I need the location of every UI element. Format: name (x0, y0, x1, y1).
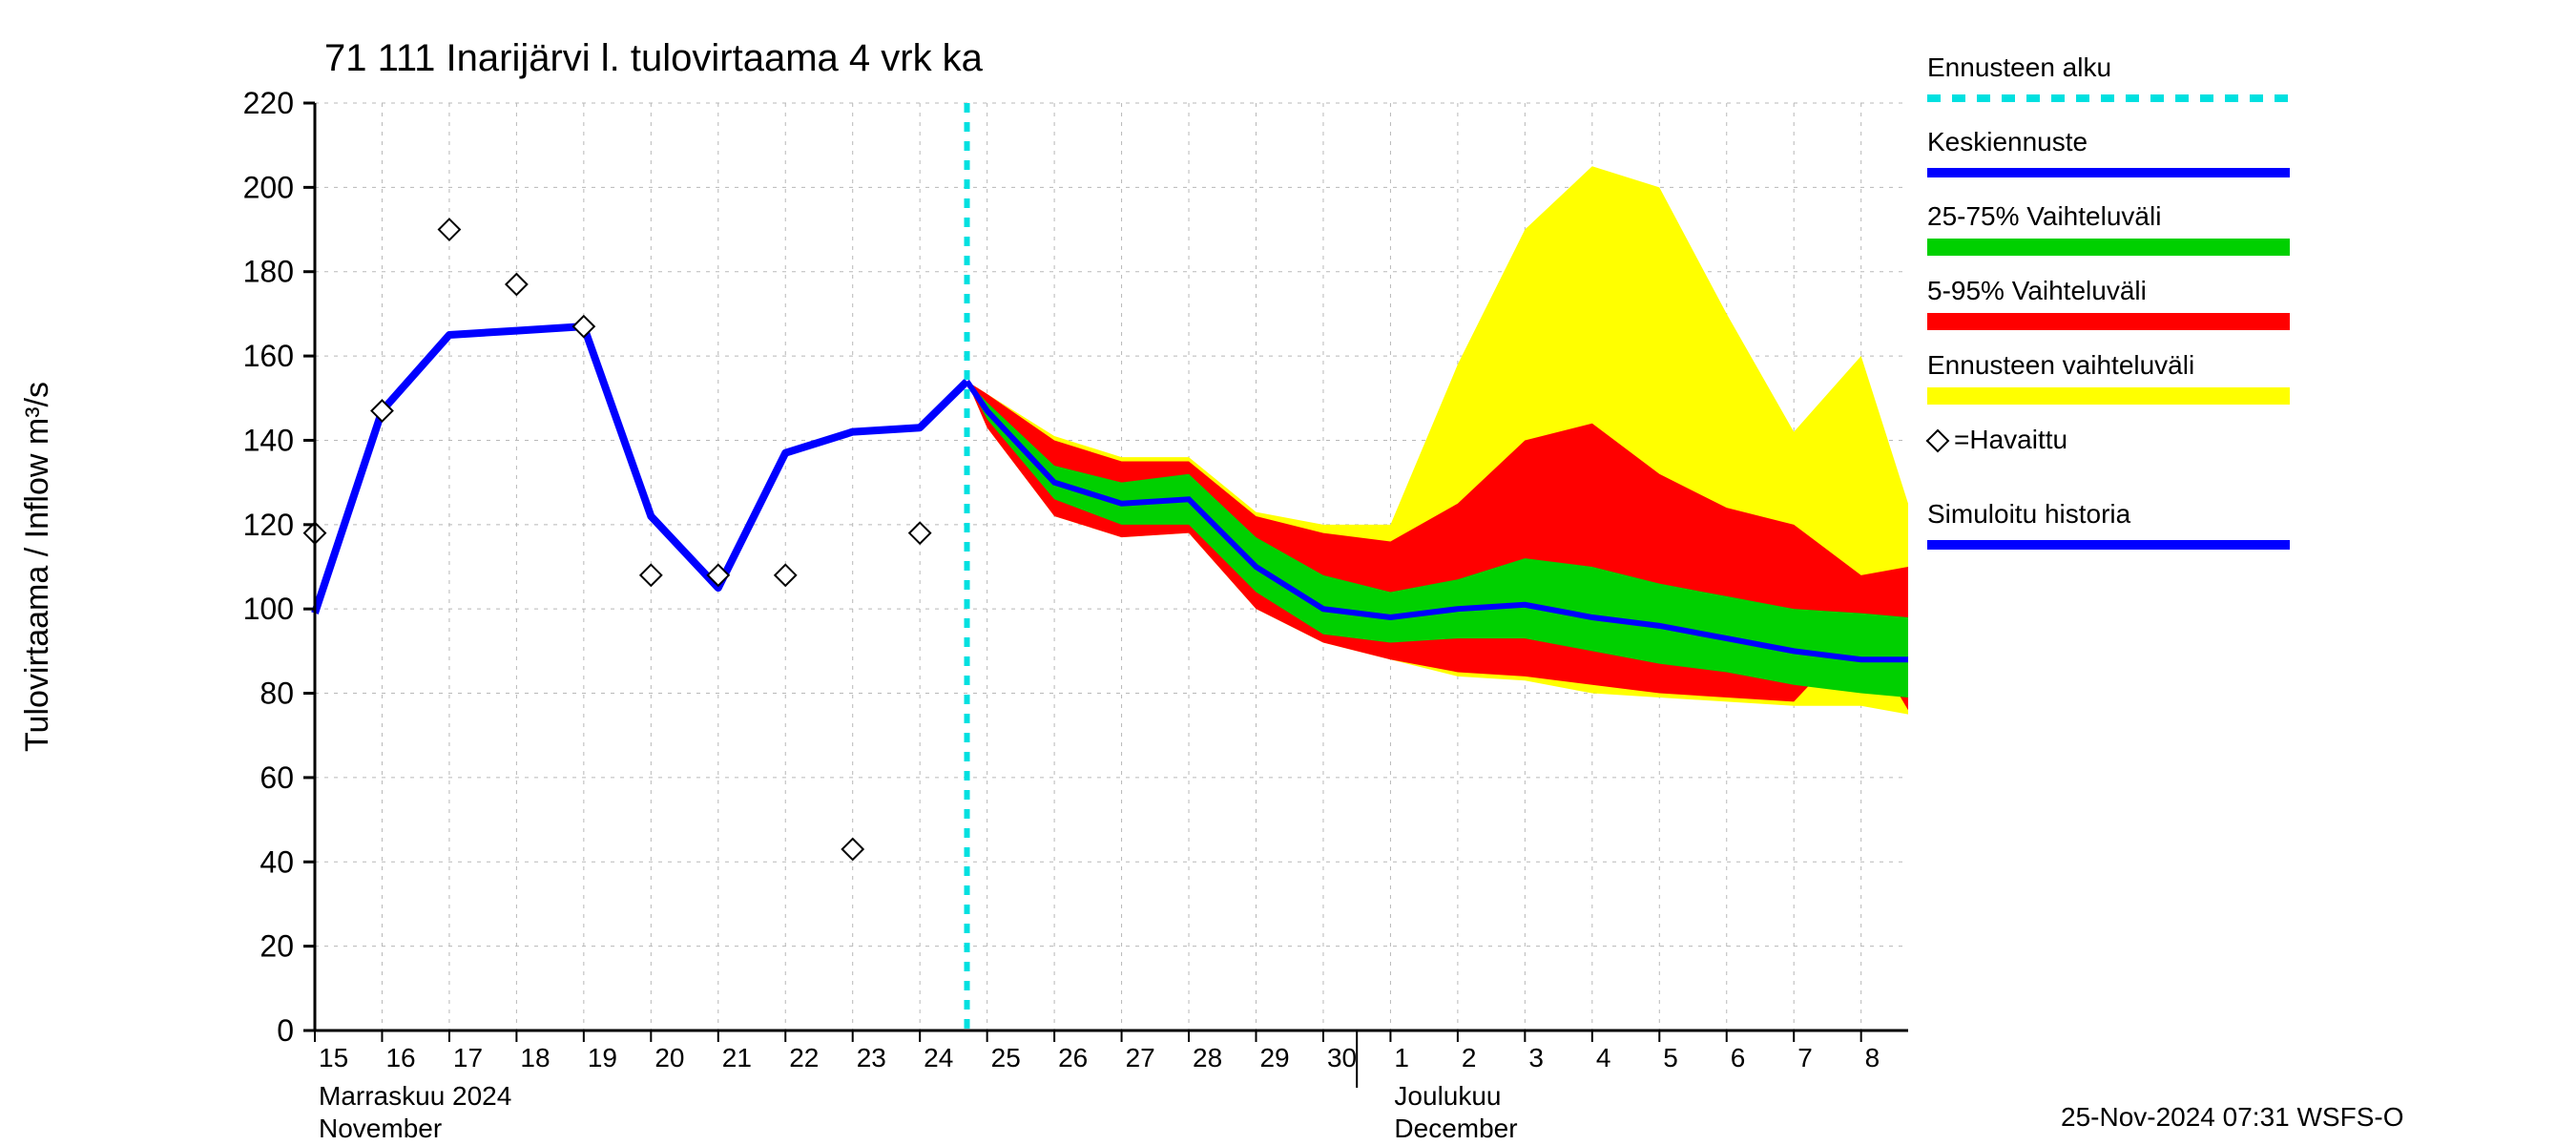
chart-container: 0204060801001201401601802002201516171819… (0, 0, 2576, 1145)
x-tick-label: 5 (1663, 1043, 1678, 1072)
x-tick-label: 4 (1596, 1043, 1611, 1072)
x-tick-label: 3 (1528, 1043, 1544, 1072)
x-tick-label: 20 (654, 1043, 684, 1072)
y-tick-label: 180 (243, 255, 294, 289)
legend-label-full: Ennusteen vaihteluväli (1927, 350, 2194, 380)
x-tick-label: 2 (1462, 1043, 1477, 1072)
legend-swatch-p5_95 (1927, 313, 2290, 330)
legend-line-mean (1927, 168, 2290, 177)
x-tick-label: 21 (722, 1043, 752, 1072)
chart-svg: 0204060801001201401601802002201516171819… (0, 0, 2576, 1145)
x-tick-label: 8 (1865, 1043, 1880, 1072)
y-tick-label: 60 (260, 760, 294, 795)
x-tick-label: 16 (385, 1043, 415, 1072)
legend-swatch-p25_75 (1927, 239, 2290, 256)
x-tick-label: 17 (453, 1043, 483, 1072)
month2-fi: Joulukuu (1394, 1081, 1501, 1111)
y-tick-label: 80 (260, 677, 294, 711)
x-tick-label: 7 (1797, 1043, 1813, 1072)
x-tick-label: 29 (1259, 1043, 1289, 1072)
y-tick-label: 220 (243, 86, 294, 120)
y-tick-label: 0 (277, 1013, 294, 1048)
legend-label-p5_95: 5-95% Vaihteluväli (1927, 276, 2147, 305)
legend-label-observed: =Havaittu (1954, 425, 2067, 454)
x-tick-label: 27 (1126, 1043, 1155, 1072)
x-tick-label: 30 (1327, 1043, 1357, 1072)
x-tick-label: 28 (1193, 1043, 1222, 1072)
y-tick-label: 120 (243, 508, 294, 542)
legend-label-sim_hist: Simuloitu historia (1927, 499, 2131, 529)
chart-title: 71 111 Inarijärvi l. tulovirtaama 4 vrk … (324, 37, 984, 79)
legend-label-forecast_start: Ennusteen alku (1927, 52, 2111, 82)
x-tick-label: 26 (1058, 1043, 1088, 1072)
footer-timestamp: 25-Nov-2024 07:31 WSFS-O (2061, 1102, 2404, 1132)
y-tick-label: 140 (243, 423, 294, 457)
y-tick-label: 160 (243, 339, 294, 373)
month1-en: November (319, 1114, 442, 1143)
x-tick-label: 22 (789, 1043, 819, 1072)
y-axis-label: Tulovirtaama / Inflow m³/s (19, 382, 55, 752)
x-tick-label: 23 (857, 1043, 886, 1072)
x-tick-label: 6 (1731, 1043, 1746, 1072)
legend-swatch-full (1927, 387, 2290, 405)
x-tick-label: 18 (520, 1043, 550, 1072)
y-tick-label: 200 (243, 170, 294, 204)
y-tick-label: 100 (243, 592, 294, 626)
month1-fi: Marraskuu 2024 (319, 1081, 511, 1111)
x-tick-label: 1 (1394, 1043, 1409, 1072)
y-tick-label: 40 (260, 844, 294, 879)
x-tick-label: 24 (924, 1043, 953, 1072)
x-tick-label: 25 (991, 1043, 1021, 1072)
legend-label-p25_75: 25-75% Vaihteluväli (1927, 201, 2161, 231)
month2-en: December (1394, 1114, 1517, 1143)
legend-label-mean: Keskiennuste (1927, 127, 2088, 156)
x-tick-label: 19 (588, 1043, 617, 1072)
legend-line-sim_hist (1927, 540, 2290, 550)
y-tick-label: 20 (260, 929, 294, 964)
x-tick-label: 15 (319, 1043, 348, 1072)
